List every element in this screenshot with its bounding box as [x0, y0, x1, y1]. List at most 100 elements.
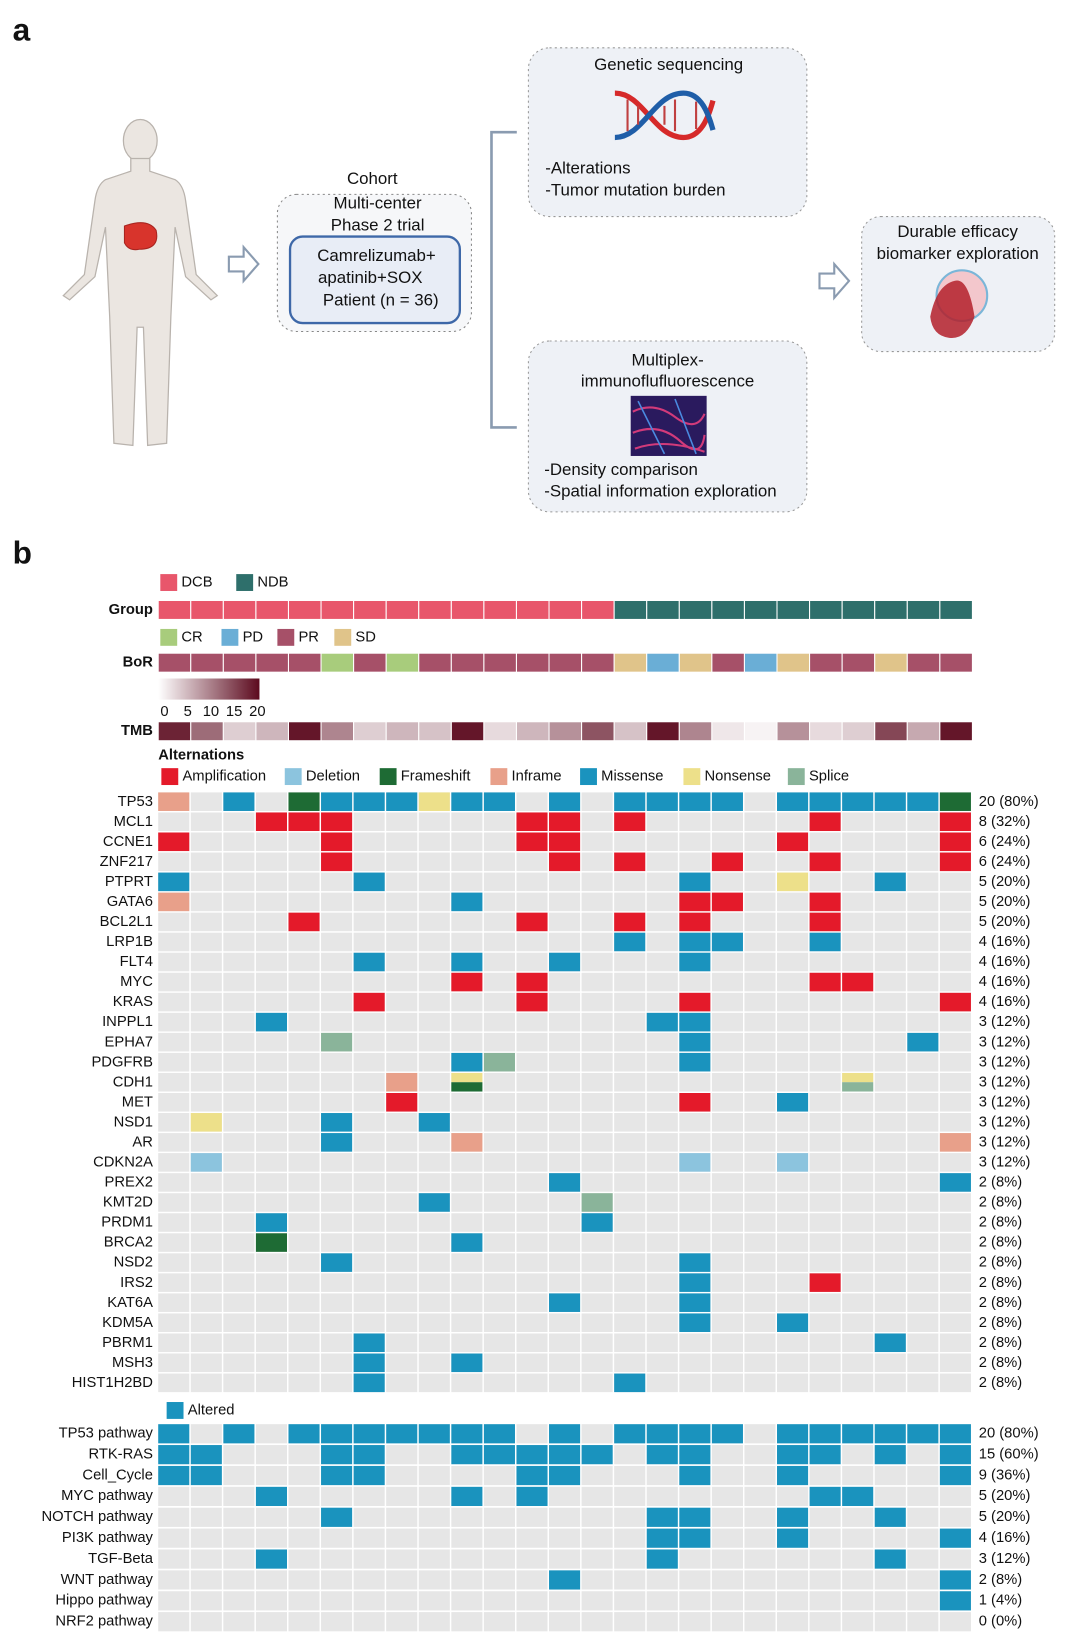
cell-background [353, 1293, 385, 1312]
legend-swatch [166, 1402, 184, 1419]
cell-background [386, 872, 418, 892]
cell-background [353, 1133, 385, 1152]
cell-background [842, 812, 874, 832]
alteration [353, 1333, 385, 1353]
cell-background [223, 1253, 255, 1272]
alteration [679, 1313, 711, 1332]
gene-frequency: 2 (8%) [979, 1255, 1022, 1271]
cell-background [288, 1313, 320, 1332]
cell-background [483, 1072, 515, 1092]
cell-background [939, 1549, 971, 1569]
cell-background [874, 1465, 906, 1486]
cell-background [190, 1093, 222, 1112]
cell-background [614, 1549, 646, 1569]
cell-background [809, 1333, 841, 1353]
cell-background [939, 1012, 971, 1032]
cell-background [679, 852, 711, 872]
pathway-altered [549, 1445, 581, 1465]
alteration [255, 812, 288, 832]
cell-background [581, 1570, 613, 1590]
cell-background [777, 1213, 809, 1232]
alteration [939, 1133, 971, 1152]
cell-background [907, 992, 939, 1012]
cell-background [158, 1570, 190, 1590]
cell-background [255, 832, 288, 852]
cell-background [190, 792, 222, 811]
bor-cell [646, 652, 680, 673]
alteration [321, 812, 353, 832]
cell-background [549, 1153, 581, 1172]
cell-background [353, 972, 385, 992]
alteration [777, 1313, 809, 1332]
cell-background [809, 872, 841, 892]
cell-background [483, 1293, 515, 1312]
cell-background [907, 892, 939, 912]
cell-background [158, 1233, 190, 1252]
cell-background [321, 1012, 353, 1032]
cell-background [874, 1012, 906, 1032]
cell-background [809, 1591, 841, 1611]
cell-background [711, 1333, 743, 1353]
cell-background [842, 1233, 874, 1252]
cell-background [549, 1591, 581, 1611]
cell-background [711, 1233, 743, 1252]
cell-background [516, 892, 548, 912]
legend-label: Nonsense [705, 769, 771, 785]
cell-background [777, 1273, 809, 1292]
pathway-altered [386, 1424, 418, 1444]
cell-background [744, 1549, 776, 1569]
cell-background [777, 1293, 809, 1312]
gene-frequency: 2 (8%) [979, 1355, 1022, 1371]
cell-background [418, 1072, 450, 1092]
cell-background [614, 1528, 646, 1548]
cell-background [581, 852, 613, 872]
cell-background [255, 872, 288, 892]
pathway-altered [353, 1445, 385, 1465]
cell-background [190, 1133, 222, 1152]
cell-background [549, 932, 581, 952]
pathway-label: RTK-RAS [88, 1446, 153, 1462]
cell-background [581, 1233, 613, 1252]
cell-background [907, 1333, 939, 1353]
cell-background [190, 832, 222, 852]
cell-background [255, 992, 288, 1012]
cell-background [386, 1333, 418, 1353]
cell-background [418, 1273, 450, 1292]
panel-label: b [13, 534, 32, 570]
cell-background [581, 1465, 613, 1486]
pathway-label: TP53 pathway [59, 1426, 154, 1442]
cell-background [777, 1113, 809, 1132]
cell-background [711, 952, 743, 972]
cell-background [288, 1113, 320, 1132]
cell-background [809, 1253, 841, 1272]
cell-background [386, 1273, 418, 1292]
cell-background [744, 1273, 776, 1292]
cell-background [874, 812, 906, 832]
pathway-altered [451, 1445, 483, 1465]
cell-background [646, 1313, 678, 1332]
cell-background [483, 1113, 515, 1132]
alteration [679, 932, 711, 952]
legend-label: Amplification [182, 769, 266, 785]
group-cell [613, 599, 648, 620]
group-cell [776, 599, 811, 620]
human-figure [62, 118, 219, 447]
cell-background [451, 832, 483, 852]
cell-background [451, 1093, 483, 1112]
pathway-altered [646, 1549, 678, 1569]
cell-background [939, 1213, 971, 1232]
pathway-altered [646, 1445, 678, 1465]
cell-background [451, 1507, 483, 1527]
cell-background [842, 912, 874, 932]
cell-background [386, 1591, 418, 1611]
alteration [451, 1082, 483, 1092]
cell-background [386, 1233, 418, 1252]
pathway-altered [255, 1486, 288, 1507]
cell-background [842, 1445, 874, 1465]
cell-background [711, 1032, 743, 1052]
cell-background [842, 1549, 874, 1569]
cell-background [907, 1570, 939, 1590]
tmb-cell [809, 721, 843, 742]
group-cell [939, 599, 973, 620]
cell-background [777, 1591, 809, 1611]
